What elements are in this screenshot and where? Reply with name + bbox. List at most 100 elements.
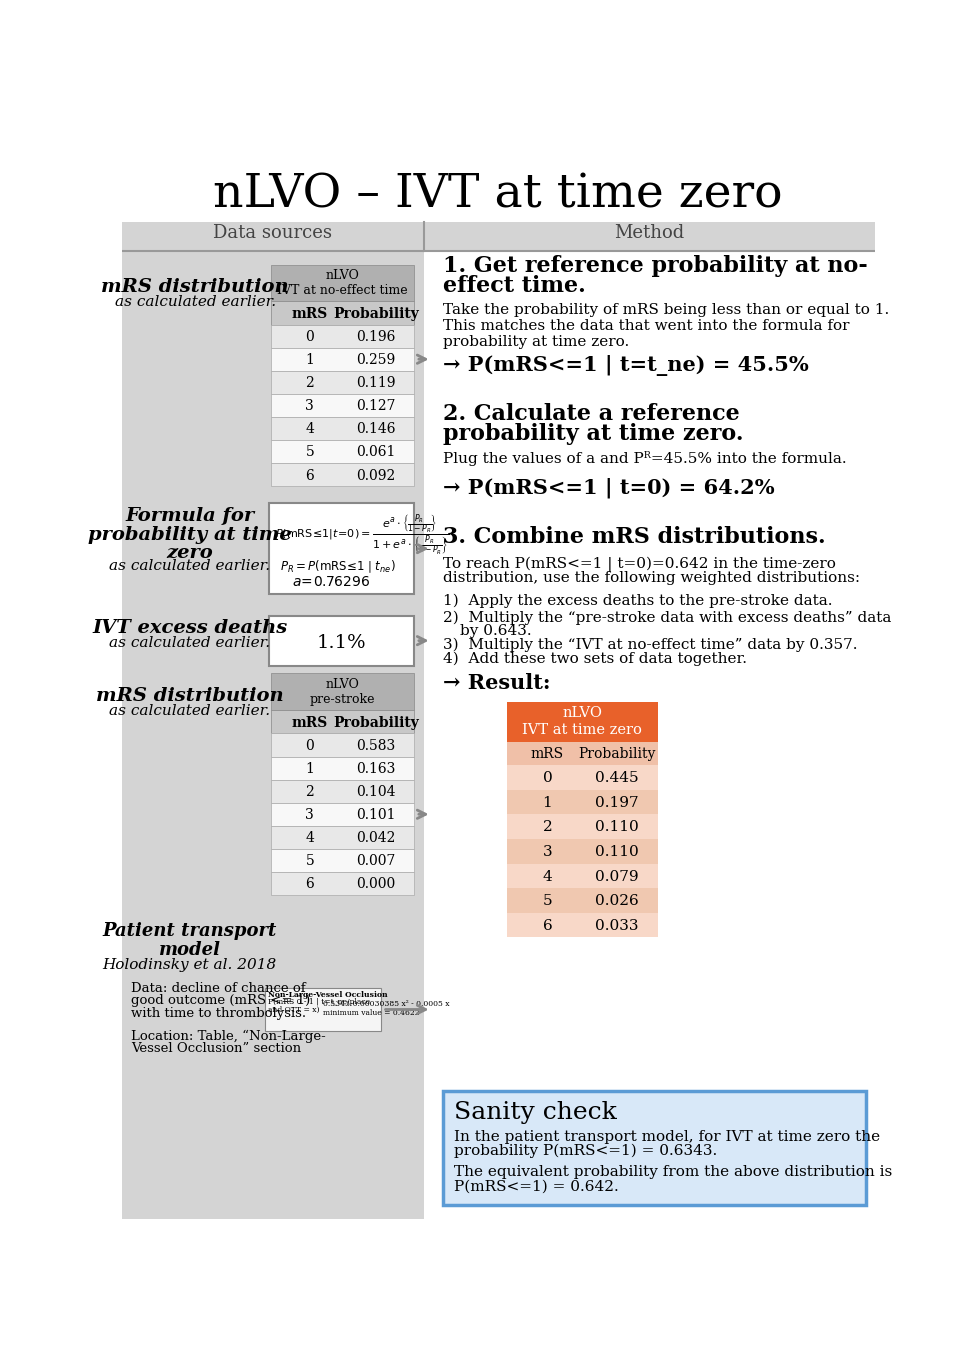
Text: as calculated earlier.: as calculated earlier. [109,559,270,574]
Text: mRS: mRS [292,307,328,321]
Text: → Result:: → Result: [443,673,550,693]
Text: IVT excess deaths: IVT excess deaths [92,619,288,637]
Bar [506,838,658,863]
Text: 0: 0 [542,771,552,785]
Text: The equivalent probability from the above distribution is: The equivalent probability from the abov… [454,1166,892,1180]
Bar [265,988,381,1030]
Text: Sanity check: Sanity check [454,1100,617,1123]
Bar [271,710,414,733]
Text: 1: 1 [542,796,552,810]
Bar [268,503,414,595]
Text: 2: 2 [305,785,314,799]
Text: 6: 6 [305,877,314,892]
Bar [506,814,658,838]
Text: Vessel Occlusion” section: Vessel Occlusion” section [131,1043,301,1055]
Text: 5: 5 [305,855,314,869]
Text: 0.583: 0.583 [356,738,396,754]
Text: 3. Combine mRS distributions.: 3. Combine mRS distributions. [443,526,826,548]
Text: Holodinsky et al. 2018: Holodinsky et al. 2018 [103,958,277,971]
Text: 0.042: 0.042 [356,832,396,845]
Text: In the patient transport model, for IVT at time zero the: In the patient transport model, for IVT … [454,1130,880,1144]
Text: Data: decline of chance of: Data: decline of chance of [131,982,305,995]
Bar [506,743,658,764]
Bar [271,264,414,301]
Text: 3)  Multiply the “IVT at no-effect time” data by 0.357.: 3) Multiply the “IVT at no-effect time” … [443,638,857,652]
Text: 0.000: 0.000 [356,877,396,892]
Text: 1. Get reference probability at no-: 1. Get reference probability at no- [443,255,868,277]
Text: probability at time: probability at time [87,526,292,544]
Bar [271,674,414,710]
Bar [268,615,414,666]
Text: 0.445: 0.445 [595,771,639,785]
Bar [271,463,414,486]
Text: 0.110: 0.110 [595,821,639,834]
Bar [271,348,414,371]
Text: Probability: Probability [332,715,419,730]
Text: 5: 5 [305,445,314,459]
Text: 2: 2 [542,821,552,834]
Bar [271,780,414,803]
Text: 0: 0 [305,738,314,754]
Text: mRS: mRS [292,715,328,730]
Text: nLVO
IVT at time zero: nLVO IVT at time zero [522,707,642,737]
Text: Data sources: Data sources [213,223,332,241]
Text: Formula for: Formula for [125,507,255,525]
Bar [506,701,658,743]
Text: 0.127: 0.127 [356,399,396,414]
Text: mRS: mRS [531,747,564,762]
Text: 5: 5 [542,895,552,908]
Bar [122,222,875,252]
Text: and OTT = x): and OTT = x) [268,1006,320,1014]
Text: 0.197: 0.197 [595,796,639,810]
Bar [271,301,414,325]
Text: P(mRS 0 - 1 | t=t_ne/place: P(mRS 0 - 1 | t=t_ne/place [268,999,370,1007]
Text: 0.092: 0.092 [356,469,396,482]
Text: 4)  Add these two sets of data together.: 4) Add these two sets of data together. [443,652,747,666]
Text: 1: 1 [305,762,314,775]
Bar [271,325,414,348]
Text: 0.5343-0.00030385 x² - 0.0005 x: 0.5343-0.00030385 x² - 0.0005 x [323,1000,449,1008]
Bar [506,863,658,888]
Text: good outcome (mRS <= 1): good outcome (mRS <= 1) [131,995,310,1007]
Text: 1.1%: 1.1% [317,634,366,652]
Text: 0.110: 0.110 [595,845,639,859]
Text: To reach P(mRS<=1 | t=0)=0.642 in the time-zero: To reach P(mRS<=1 | t=0)=0.642 in the ti… [443,556,836,571]
Text: 2. Calculate a reference: 2. Calculate a reference [443,403,740,425]
Text: 1)  Apply the excess deaths to the pre-stroke data.: 1) Apply the excess deaths to the pre-st… [443,593,833,608]
Bar [506,912,658,937]
Text: $P_R = P(\mathrm{mRS}\!\leq\!1\mid t_{ne})$: $P_R = P(\mathrm{mRS}\!\leq\!1\mid t_{ne… [280,559,396,575]
Bar [122,252,424,1219]
Text: nLVO – IVT at time zero: nLVO – IVT at time zero [213,173,783,218]
Text: nLVO
IVT at no-effect time: nLVO IVT at no-effect time [277,269,408,297]
Bar [271,849,414,873]
Bar [271,826,414,849]
Text: nLVO
pre-stroke: nLVO pre-stroke [310,678,375,706]
Text: 4: 4 [542,870,552,884]
Text: as calculated earlier.: as calculated earlier. [109,637,270,651]
Text: 0.119: 0.119 [356,377,396,390]
Bar [271,733,414,756]
Text: 3: 3 [305,399,314,414]
Text: → P(mRS<=1 | t=t_ne) = 45.5%: → P(mRS<=1 | t=t_ne) = 45.5% [443,355,809,377]
Bar [271,416,414,440]
Text: effect time.: effect time. [443,275,586,297]
Text: mRS distribution: mRS distribution [101,278,289,296]
Text: 1: 1 [305,353,314,367]
Text: Location: Table, “Non-Large-: Location: Table, “Non-Large- [131,1030,326,1043]
Text: Non-Large-Vessel Occlusion: Non-Large-Vessel Occlusion [268,991,388,999]
Text: 6: 6 [542,919,552,933]
Text: 6: 6 [305,469,314,482]
Text: model: model [158,941,221,959]
Text: 0.104: 0.104 [356,785,396,799]
Bar [506,888,658,912]
Bar [506,789,658,814]
Bar [271,371,414,393]
Text: $P(\mathrm{mRS}\!\leq\!1|t\!=\!0) = \dfrac{e^a \cdot \left\{\!\frac{P_R}{1-P_R}\: $P(\mathrm{mRS}\!\leq\!1|t\!=\!0) = \dfr… [275,512,449,558]
Text: with time to thrombolysis.: with time to thrombolysis. [131,1007,306,1019]
Text: 0.079: 0.079 [595,870,639,884]
Text: as calculated earlier.: as calculated earlier. [115,296,276,310]
Bar [271,393,414,416]
Text: 0.101: 0.101 [356,808,396,822]
Text: 0.259: 0.259 [356,353,396,367]
Bar [271,440,414,463]
